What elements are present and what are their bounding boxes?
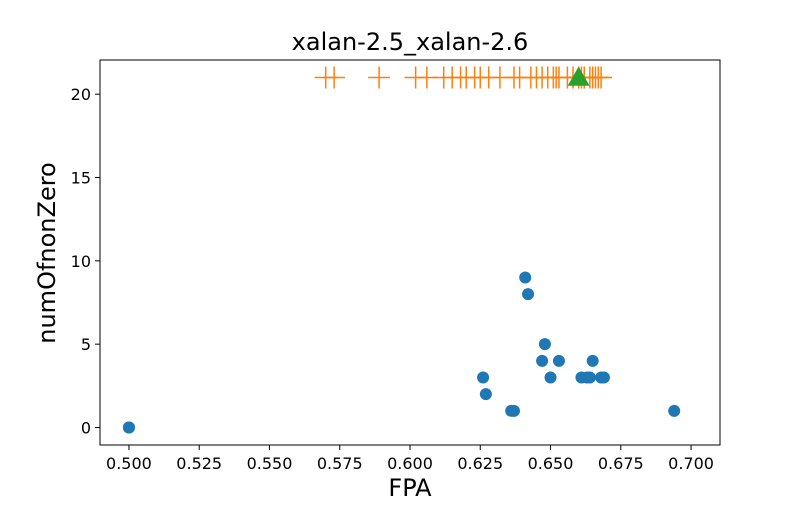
x-tick-label: 0.650 [528,454,574,473]
x-axis-label: FPA [388,474,432,500]
x-tick-label: 0.550 [247,454,293,473]
y-tick-label: 0 [81,419,91,438]
plot-frame [99,59,721,446]
x-tick-label: 0.575 [317,454,363,473]
circle-marker-point [522,288,535,301]
x-tick-label: 0.525 [176,454,222,473]
plus-marker-point [590,66,613,89]
x-tick-label: 0.625 [457,454,503,473]
y-tick-label: 20 [71,85,91,104]
circle-marker-point [479,388,492,401]
circle-marker-point [507,404,520,417]
chart-title: xalan-2.5_xalan-2.6 [292,28,529,56]
plus-marker-point [368,66,391,89]
y-tick-label: 10 [71,252,91,271]
circle-marker-point [552,354,565,367]
circle-marker-point [122,421,135,434]
circle-marker-point [668,404,681,417]
circle-marker-point [544,371,557,384]
x-tick-label: 0.500 [106,454,152,473]
circle-marker-point [477,371,490,384]
circle-marker-point [538,338,551,351]
y-tick-label: 5 [81,335,91,354]
plot-marks [122,66,681,434]
circle-marker-point [597,371,610,384]
circle-marker-point [536,354,549,367]
axis-ticks: 0.500 0.525 0.550 0.575 0.600 0.625 0.650 0.675… [71,85,714,473]
x-tick-label: 0.600 [387,454,433,473]
plus-marker-point [323,66,346,89]
y-tick-label: 15 [71,169,91,188]
circle-marker-point [519,271,532,284]
triangle-marker-point [567,66,590,86]
circle-marker-point [586,354,599,367]
x-tick-label: 0.675 [598,454,644,473]
x-tick-label: 0.700 [668,454,714,473]
y-axis-label: numOfnonZero [33,162,61,343]
circle-marker-point [583,371,596,384]
